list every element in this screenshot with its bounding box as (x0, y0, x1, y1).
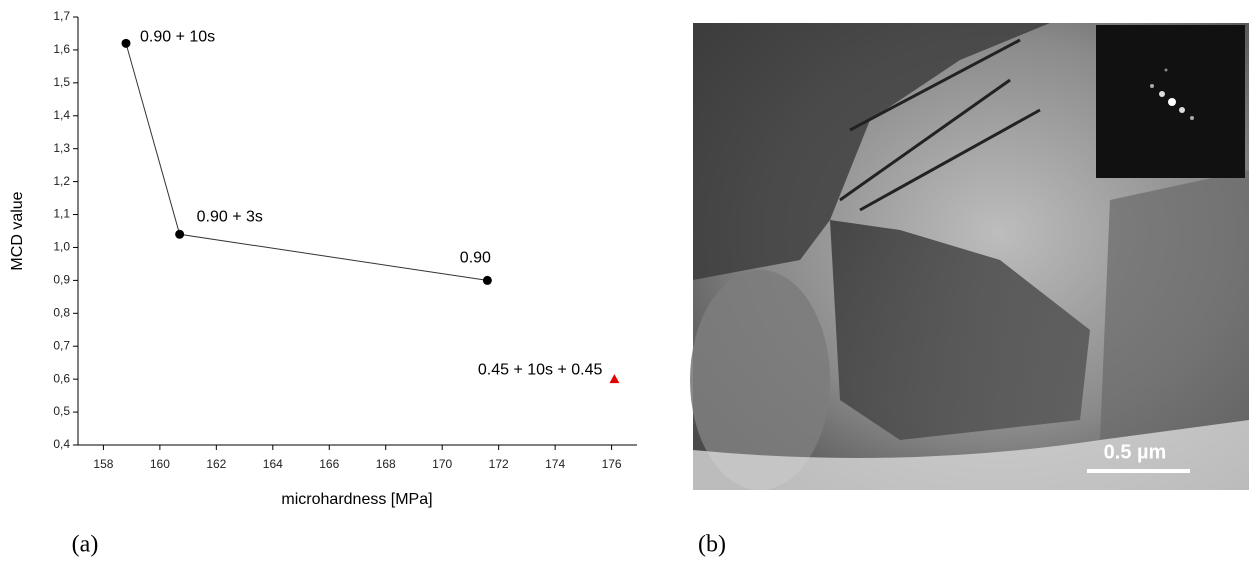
grain (1100, 170, 1249, 440)
x-tick-label: 170 (432, 457, 452, 471)
chart-a: (a) microhardness [MPa] MCD value 0,4 0,5… (9, 9, 637, 558)
y-tick-label: 0,7 (53, 338, 70, 352)
point (121, 38, 131, 48)
y-tick-label: 0,5 (53, 404, 70, 418)
y-tick-label: 1,6 (53, 42, 70, 56)
y-tick-label: 1,7 (53, 9, 70, 23)
y-tick-label: 1,3 (53, 141, 70, 155)
caption: (b) (698, 532, 726, 558)
y-tick-label: 1,1 (53, 207, 70, 221)
spot (1168, 98, 1176, 106)
micrograph: 0.5 µm (b) (690, 23, 1249, 558)
boundary (839, 38, 1041, 212)
y-tick-label: 1,2 (53, 174, 70, 188)
y-tick-label: 0,6 (53, 371, 70, 385)
point (482, 275, 492, 285)
spot (1179, 107, 1185, 113)
point-label: 0.90 (460, 250, 491, 267)
grain (690, 270, 830, 490)
point (175, 229, 185, 239)
y-tick-label: 1,4 (53, 108, 70, 122)
y-tick-label: 1,0 (53, 240, 70, 254)
x-tick-label: 164 (263, 457, 283, 471)
x-tick-label: 162 (206, 457, 226, 471)
grain (830, 220, 1090, 440)
x-tick-label: 176 (602, 457, 622, 471)
x-tick-label: 160 (150, 457, 170, 471)
y-tick-label: 0,9 (53, 273, 70, 287)
y-axis-title: MCD value (9, 191, 26, 270)
point (609, 374, 620, 384)
grain (693, 23, 1050, 280)
y-tick-label: 1,5 (53, 75, 70, 89)
spot (1150, 84, 1154, 88)
point-label: 0.45 + 10s + 0.45 (478, 361, 603, 378)
caption: (a) (72, 532, 99, 558)
spot (1164, 68, 1168, 72)
x-tick-label: 172 (489, 457, 509, 471)
x-tick-label: 158 (93, 457, 113, 471)
point-label: 0.90 + 3s (197, 209, 263, 226)
scale-bar-label: 0.5 µm (1104, 441, 1167, 463)
x-tick-label: 174 (545, 457, 565, 471)
x-tick-label: 166 (319, 457, 339, 471)
point-label: 0.90 + 10s (140, 29, 215, 46)
y-tick-label: 0,8 (53, 305, 70, 319)
series-line (125, 43, 488, 281)
spot (1159, 91, 1165, 97)
y-tick-label: 0,4 (53, 437, 70, 451)
x-tick-label: 168 (376, 457, 396, 471)
spot (1190, 116, 1194, 120)
x-axis-title: microhardness [MPa] (281, 491, 432, 508)
